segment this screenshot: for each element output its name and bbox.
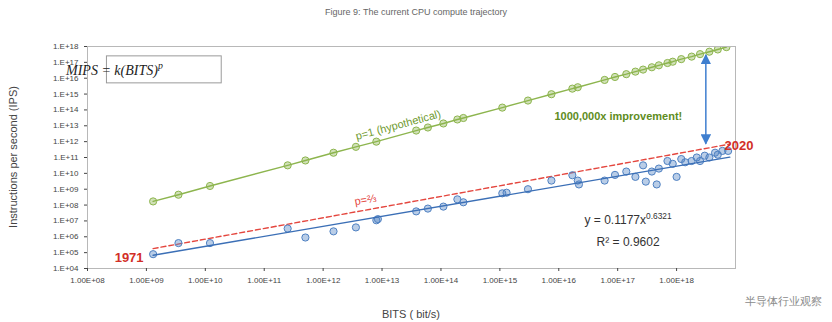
svg-text:1.E+06: 1.E+06 xyxy=(53,232,79,241)
svg-text:1.E+07: 1.E+07 xyxy=(53,216,79,225)
svg-text:1.E+08: 1.E+08 xyxy=(53,201,79,210)
svg-text:1.E+11: 1.E+11 xyxy=(54,153,80,162)
svg-text:BITS ( bit/s): BITS ( bit/s) xyxy=(382,308,440,320)
svg-text:1.00E+18: 1.00E+18 xyxy=(659,276,694,285)
svg-text:1.00E+10: 1.00E+10 xyxy=(188,276,223,285)
svg-text:1.E+18: 1.E+18 xyxy=(53,42,79,51)
svg-text:R² = 0.9602: R² = 0.9602 xyxy=(597,235,660,249)
svg-text:1.E+05: 1.E+05 xyxy=(53,248,79,257)
svg-text:1.E+16: 1.E+16 xyxy=(52,73,79,83)
svg-text:1.E+10: 1.E+10 xyxy=(53,169,79,178)
html-text:半导体行业观察: 半导体行业观察 xyxy=(745,295,822,308)
svg-text:p=⅔: p=⅔ xyxy=(354,192,378,208)
svg-text:Instructions per second (IPS): Instructions per second (IPS) xyxy=(7,86,19,228)
svg-text:1.00E+13: 1.00E+13 xyxy=(365,276,400,285)
svg-text:1.E+15: 1.E+15 xyxy=(53,90,79,99)
html-text:Figure 9: The current CPU comp: Figure 9: The current CPU compute trajec… xyxy=(325,7,507,17)
svg-text:1.00E+12: 1.00E+12 xyxy=(306,276,341,285)
svg-text:p=1 (hypothetical): p=1 (hypothetical) xyxy=(354,108,442,142)
svg-text:1971: 1971 xyxy=(115,250,144,265)
svg-text:1.00E+16: 1.00E+16 xyxy=(542,276,577,285)
svg-text:1.00E+08: 1.00E+08 xyxy=(70,276,105,285)
svg-text:1.E+13: 1.E+13 xyxy=(53,121,79,130)
svg-text:1.00E+15: 1.00E+15 xyxy=(483,276,518,285)
svg-text:2020: 2020 xyxy=(725,138,754,153)
svg-text:1.E+12: 1.E+12 xyxy=(53,137,79,146)
svg-text:1.E+04: 1.E+04 xyxy=(53,264,79,273)
svg-text:1.00E+14: 1.00E+14 xyxy=(424,276,459,285)
svg-text:1.00E+17: 1.00E+17 xyxy=(600,276,635,285)
svg-text:1.E+14: 1.E+14 xyxy=(53,105,79,114)
svg-text:1.00E+09: 1.00E+09 xyxy=(129,276,164,285)
svg-text:y = 0.1177x0.6321: y = 0.1177x0.6321 xyxy=(585,211,672,227)
svg-text:MIPS = k(BITS)p: MIPS = k(BITS)p xyxy=(65,60,163,79)
svg-text:1000,000x improvement!: 1000,000x improvement! xyxy=(554,110,682,122)
svg-text:1.00E+11: 1.00E+11 xyxy=(247,276,281,285)
svg-text:1.E+09: 1.E+09 xyxy=(53,185,79,194)
